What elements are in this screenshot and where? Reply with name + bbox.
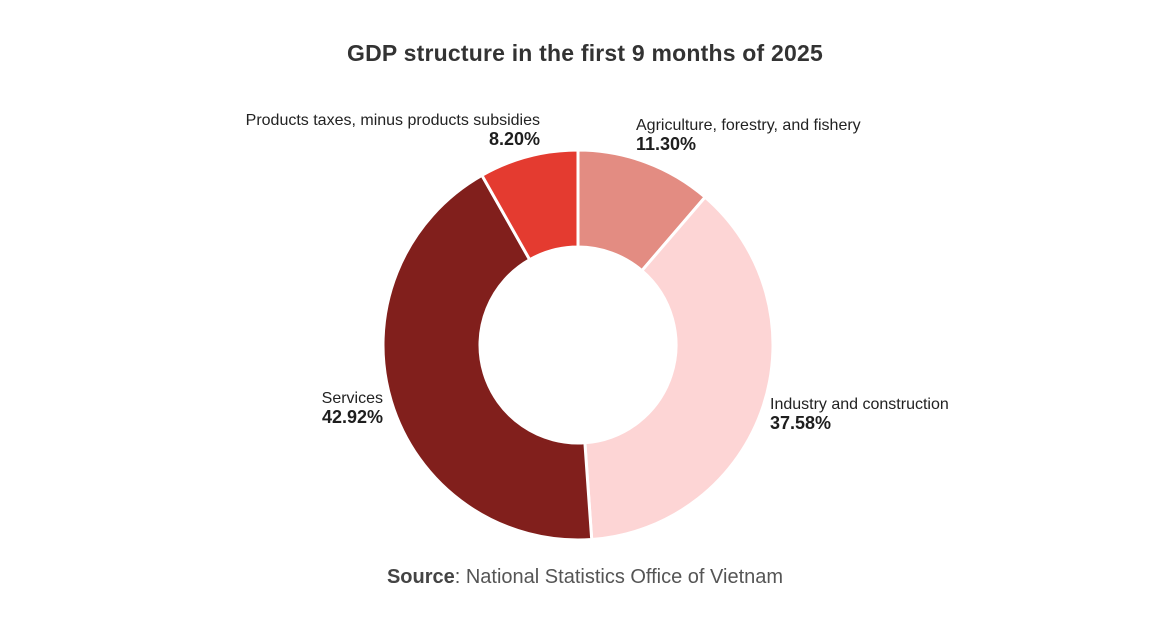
label-industry-name: Industry and construction <box>770 396 949 413</box>
label-industry-value: 37.58% <box>770 413 832 433</box>
label-services: Services 42.92% <box>322 389 383 427</box>
label-taxes: Products taxes, minus products subsidies… <box>246 111 540 149</box>
label-services-name: Services <box>321 390 383 407</box>
slice-services <box>381 173 594 542</box>
source-note: Source: National Statistics Office of Vi… <box>0 566 1170 589</box>
slice-industry <box>583 195 775 542</box>
label-agriculture-name: Agriculture, forestry, and fishery <box>636 117 861 134</box>
source-text: : National Statistics Office of Vietnam <box>454 566 784 588</box>
label-agriculture-value: 11.30% <box>636 134 697 154</box>
label-services-value: 42.92% <box>321 407 383 427</box>
chart-title: GDP structure in the first 9 months of 2… <box>347 40 823 66</box>
label-taxes-name: Products taxes, minus products subsidies <box>245 112 540 129</box>
label-agriculture: Agriculture, forestry, and fishery 11.30… <box>636 116 861 154</box>
label-taxes-value: 8.20% <box>488 129 540 149</box>
source-label: Source <box>386 566 455 588</box>
slice-taxes <box>479 148 580 262</box>
label-industry: Industry and construction 37.58% <box>770 395 949 433</box>
